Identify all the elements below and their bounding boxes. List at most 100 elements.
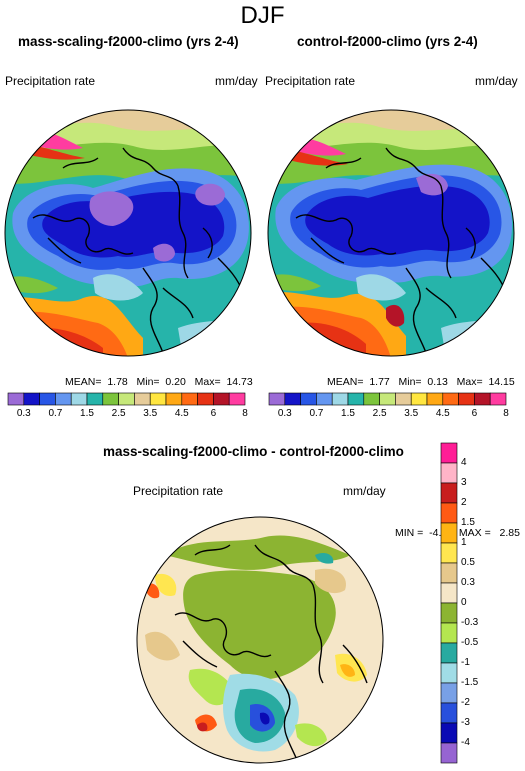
colorbar-swatch [7, 392, 25, 406]
panel-2-title: control-f2000-climo (yrs 2-4) [297, 34, 478, 49]
min-label: Min= [136, 376, 160, 388]
colorbar-swatch [442, 392, 459, 406]
colorbar-tick-label: 8 [503, 408, 509, 419]
colorbar-tick-label: 0.5 [461, 557, 475, 568]
colorbar-swatch [395, 392, 412, 406]
colorbar-difference [440, 442, 458, 764]
mean-value: 1.77 [369, 376, 390, 388]
colorbar-swatch [440, 602, 458, 624]
colorbar-swatch [440, 462, 458, 484]
panel-1-title: mass-scaling-f2000-climo (yrs 2-4) [18, 34, 239, 49]
colorbar-tick-label: 2 [461, 497, 467, 508]
max-value: 2.85 [499, 527, 520, 539]
colorbar-swatch [268, 392, 286, 406]
colorbar-tick-label: 0 [461, 597, 467, 608]
max-value: 14.73 [226, 376, 253, 388]
colorbar-tick-label: 1.5 [341, 408, 355, 419]
colorbar-swatch [316, 392, 333, 406]
colorbar-swatch [458, 392, 475, 406]
max-label: Max= [456, 376, 483, 388]
max-label: Max= [194, 376, 221, 388]
colorbar-swatch [379, 392, 396, 406]
min-value: 0.13 [427, 376, 448, 388]
mean-label: MEAN= [65, 376, 102, 388]
colorbar-swatch [213, 392, 230, 406]
colorbar-swatch [440, 682, 458, 704]
colorbar-tick-label: 1.5 [461, 517, 475, 528]
colorbar-swatch [440, 702, 458, 724]
colorbar-tick-label: 2.5 [111, 408, 126, 419]
colorbar-swatch [440, 502, 458, 524]
colorbar-tick-label: 4.5 [435, 408, 450, 419]
colorbar-swatch [440, 722, 458, 744]
colorbar-swatch [440, 662, 458, 684]
colorbar-swatch [474, 392, 491, 406]
colorbar-panel-2 [268, 392, 507, 406]
colorbar-swatch [300, 392, 317, 406]
colorbar-swatch [102, 392, 119, 406]
diff-panel-title: mass-scaling-f2000-climo - control-f2000… [103, 444, 404, 459]
polar-map-mass-scaling [4, 109, 252, 357]
colorbar-swatch [39, 392, 56, 406]
main-title: DJF [240, 2, 285, 29]
colorbar-swatch [440, 522, 458, 544]
min-label: MIN = [395, 527, 424, 539]
colorbar-tick-label: -0.5 [461, 637, 479, 648]
polar-map-difference [136, 516, 384, 764]
colorbar-tick-label: 4 [461, 457, 467, 468]
colorbar-swatch [440, 622, 458, 644]
colorbar-swatch [23, 392, 40, 406]
colorbar-swatch [134, 392, 151, 406]
colorbar-swatch [440, 542, 458, 564]
colorbar-swatch [331, 392, 349, 406]
colorbar-tick-label: 6 [471, 408, 478, 419]
colorbar-tick-label: 3.5 [143, 408, 158, 419]
colorbar-swatch [440, 442, 458, 464]
colorbar-tick-label: 3 [461, 477, 467, 488]
colorbar-tick-label: 6 [210, 408, 217, 419]
colorbar-tick-label: 0.3 [461, 577, 475, 588]
colorbar-swatch [149, 392, 167, 406]
colorbar-tick-label: -4 [461, 737, 470, 748]
colorbar-swatch [181, 392, 198, 406]
max-value: 14.15 [488, 376, 515, 388]
colorbar-tick-label: 8 [242, 408, 248, 419]
mean-label: MEAN= [327, 376, 364, 388]
colorbar-tick-label: -1.5 [461, 677, 479, 688]
colorbar-swatch [86, 392, 104, 406]
colorbar-swatch [440, 482, 458, 504]
panel-1-variable: Precipitation rate [5, 74, 96, 88]
panel-1-units: mm/day [215, 74, 258, 88]
colorbar-swatch [363, 392, 380, 406]
colorbar-tick-label: 0.7 [48, 408, 63, 419]
colorbar-swatch [410, 392, 428, 406]
max-label: MAX = [458, 527, 491, 539]
min-label: Min= [398, 376, 422, 388]
diff-panel-stats: MIN = -4.80 MAX = 2.85 [395, 527, 520, 539]
panel-2-stats: MEAN= 1.77 Min= 0.13 Max= 14.15 [327, 376, 515, 388]
mean-value: 1.78 [107, 376, 128, 388]
colorbar-swatch [440, 582, 458, 604]
diff-panel-variable: Precipitation rate [133, 484, 224, 498]
colorbar-tick-label: 0.3 [16, 408, 31, 419]
colorbar-tick-label: 4.5 [174, 408, 189, 419]
colorbar-swatch [228, 392, 246, 406]
panel-2-variable: Precipitation rate [265, 74, 356, 88]
colorbar-swatch [284, 392, 301, 406]
colorbar-tick-label: 1.5 [80, 408, 94, 419]
colorbar-tick-label: -1 [461, 657, 470, 668]
min-value: 0.20 [165, 376, 186, 388]
colorbar-swatch [440, 642, 458, 664]
colorbar-tick-label: -0.3 [461, 617, 479, 628]
panel-2-units: mm/day [475, 74, 518, 88]
diff-panel-units: mm/day [343, 484, 386, 498]
colorbar-tick-label: 1 [461, 537, 467, 548]
panel-1-stats: MEAN= 1.78 Min= 0.20 Max= 14.73 [65, 376, 253, 388]
colorbar-swatch [440, 742, 458, 764]
colorbar-swatch [489, 392, 507, 406]
colorbar-swatch [347, 392, 365, 406]
colorbar-tick-label: 2.5 [372, 408, 387, 419]
colorbar-tick-label: 0.7 [309, 408, 324, 419]
colorbar-swatch [118, 392, 135, 406]
colorbar-swatch [197, 392, 214, 406]
